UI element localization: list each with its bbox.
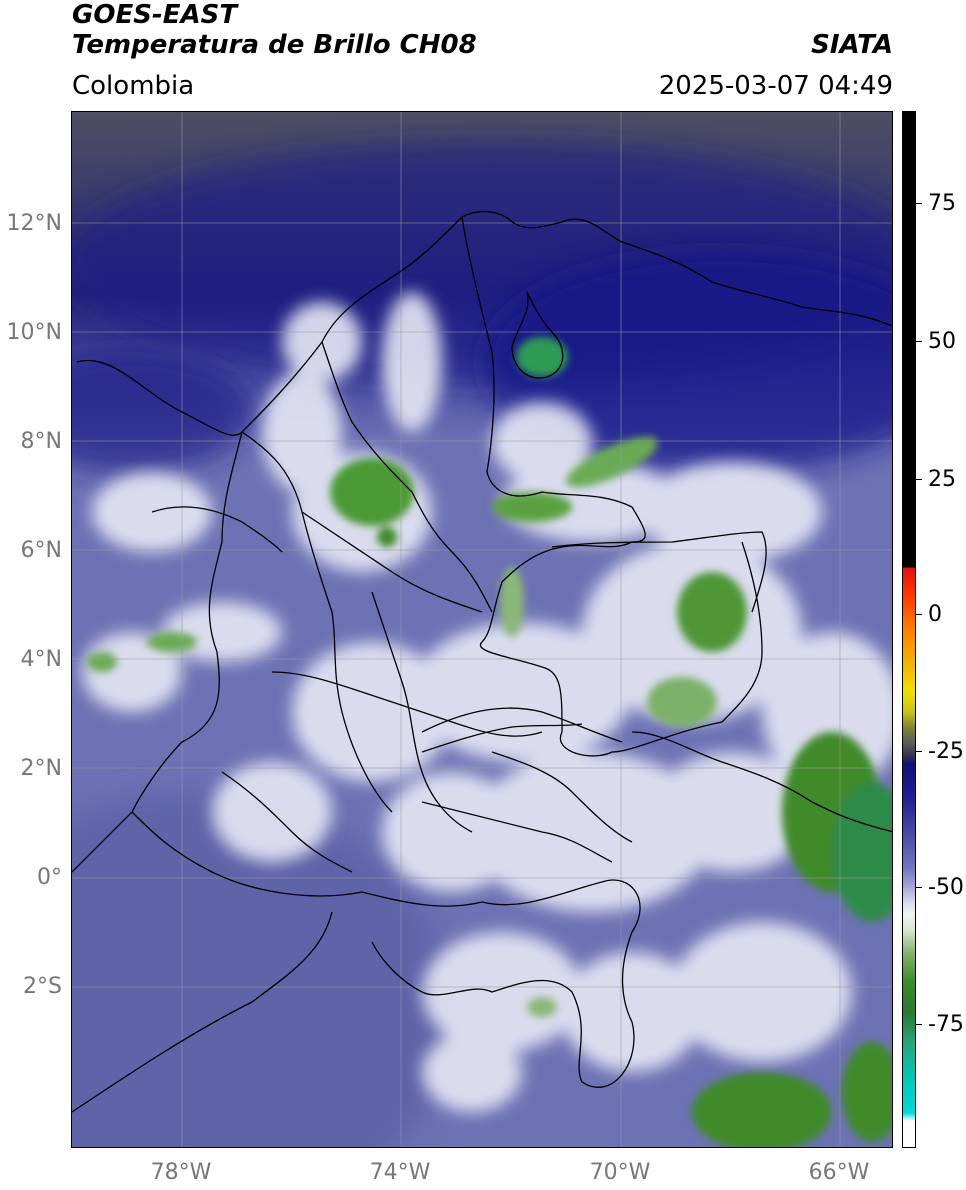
lat-label-2n: 2°N [20, 756, 62, 781]
lon-label-74w: 74°W [369, 1160, 431, 1185]
dept-line-11 [151, 506, 283, 553]
borders [72, 210, 892, 1113]
colorbar-label-0: 0 [928, 602, 942, 627]
dept-line-2 [321, 341, 493, 613]
pacific-coast [72, 811, 133, 873]
dept-line-4 [271, 671, 543, 737]
convective-cells [87, 337, 892, 1147]
lat-label-6n: 6°N [20, 538, 62, 563]
dept-line-8 [421, 723, 583, 753]
colorbar [902, 111, 916, 1148]
lat-label-2s: 2°S [23, 974, 62, 999]
dept-line-7 [221, 771, 353, 873]
satellite-title: GOES-EAST [72, 0, 238, 30]
lon-label-70w: 70°W [589, 1160, 651, 1185]
dept-line-1 [241, 431, 393, 813]
region-label: Colombia [72, 71, 195, 101]
dept-line-9 [491, 751, 633, 843]
lon-label-78w: 78°W [150, 1160, 212, 1185]
dept-line-10 [421, 801, 613, 863]
southwest-field [72, 792, 452, 1147]
lon-label-66w: 66°W [808, 1160, 870, 1185]
product-title: Temperatura de Brillo CH08 [72, 30, 477, 60]
venezuela-border [461, 216, 763, 757]
colorbar-label-25: 25 [928, 467, 956, 492]
colorbar-label-neg75: -75 [928, 1012, 964, 1037]
lat-label-0: 0° [37, 865, 62, 890]
satellite-map [71, 111, 893, 1148]
organization-label: SIATA [811, 30, 893, 60]
lat-label-8n: 8°N [20, 429, 62, 454]
colorbar-label-50: 50 [928, 329, 956, 354]
datetime-label: 2025-03-07 04:49 [658, 71, 893, 101]
venezuela-interior [551, 531, 767, 613]
colombia-boundary [131, 431, 641, 1088]
colorbar-label-neg50: -50 [928, 875, 964, 900]
lat-label-12n: 12°N [6, 211, 62, 236]
map-canvas [72, 112, 892, 1147]
graticule [72, 112, 892, 1147]
dept-line-5 [371, 591, 473, 833]
maracaibo-lake [511, 291, 564, 379]
dept-line-6 [421, 707, 623, 743]
colorbar-label-75: 75 [928, 191, 956, 216]
colorbar-label-neg25: -25 [928, 739, 964, 764]
caribbean-coast [76, 210, 892, 436]
peru-coast [72, 911, 333, 1113]
lat-label-4n: 4°N [20, 647, 62, 672]
lat-label-10n: 10°N [6, 320, 62, 345]
brazil-border [631, 731, 892, 833]
dept-line-3 [301, 511, 483, 613]
